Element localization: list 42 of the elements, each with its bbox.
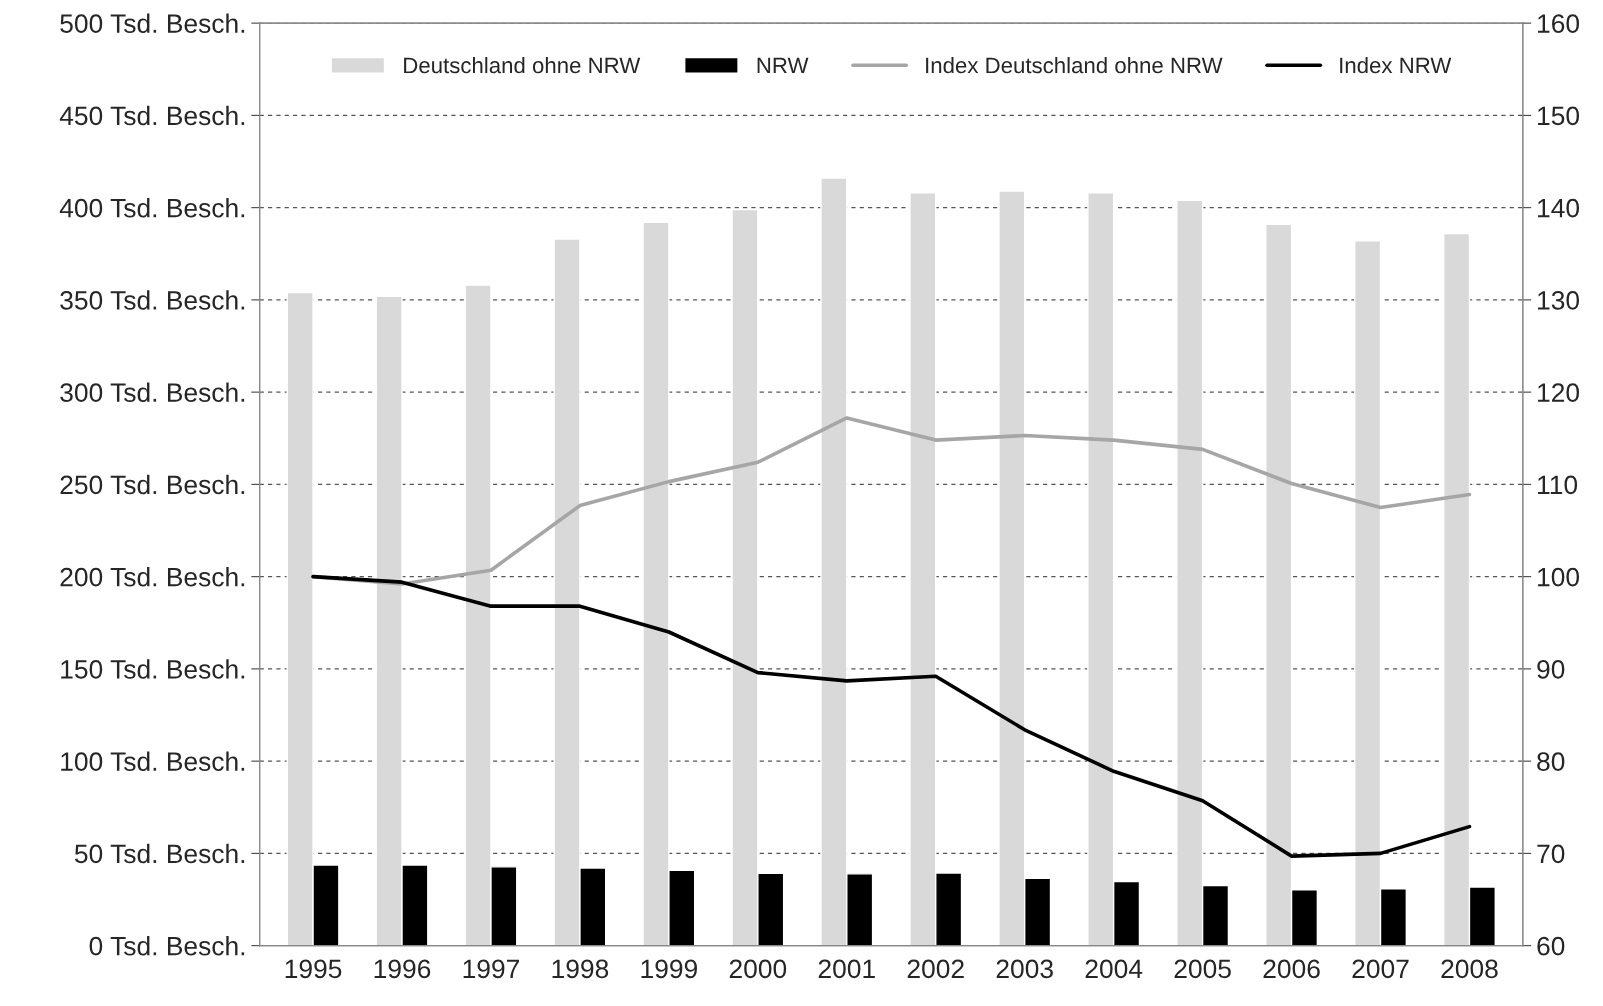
x-tick-label: 2002 (907, 959, 964, 979)
y-tick-label: 500 Tsd. Besch. (60, 13, 245, 33)
y2-tick-label: 150 (1538, 106, 1580, 126)
x-tick-label: 2005 (1174, 959, 1231, 979)
x-tick-label: 1996 (374, 959, 431, 979)
y2-tick-label: 70 (1537, 844, 1565, 864)
y2-tick-label: 120 (1538, 383, 1580, 402)
y2-tick-label: 100 (1538, 567, 1580, 587)
x-tick-label: 2004 (1085, 959, 1143, 979)
x-tick-label: 2003 (996, 959, 1053, 979)
x-tick-label: 2001 (818, 959, 875, 979)
line-series (311, 416, 1472, 586)
y2-tick-label: 130 (1538, 291, 1580, 310)
x-tick-label: 2007 (1352, 959, 1409, 979)
x-tick-label: 1999 (641, 959, 697, 979)
y2-tick-label: 140 (1538, 198, 1580, 218)
y2-tick-label: 110 (1538, 475, 1578, 495)
y2-tick-label: 60 (1537, 936, 1565, 956)
y2-tick-label: 80 (1537, 752, 1565, 771)
y-tick-label: 100 Tsd. Besch. (61, 751, 245, 771)
legend-label: Index NRW (1340, 56, 1452, 74)
y-tick-label: 50 Tsd. Besch. (74, 843, 245, 864)
x-tick-label: 2006 (1263, 959, 1320, 979)
y-tick-label: 300 Tsd. Besch. (60, 382, 245, 402)
y-tick-label: 200 Tsd. Besch. (60, 567, 245, 587)
y-tick-label: 350 Tsd. Besch. (60, 290, 245, 310)
y-tick-label: 0 Tsd. Besch. (89, 936, 245, 956)
x-tick-label: 1995 (285, 959, 342, 979)
legend-label: NRW (757, 57, 809, 74)
line-series (311, 574, 1472, 858)
y-tick-label: 450 Tsd. Besch. (59, 105, 245, 126)
x-tick-label: 1997 (463, 959, 519, 979)
x-tick-label: 2000 (729, 959, 787, 979)
x-tick-label: 1998 (552, 959, 609, 979)
x-tick-label: 2008 (1441, 959, 1498, 979)
legend-label: Deutschland ohne NRW (404, 56, 641, 74)
y-tick-label: 150 Tsd. Besch. (61, 659, 245, 679)
y2-tick-label: 90 (1537, 660, 1565, 679)
y2-tick-label: 160 (1538, 14, 1580, 33)
legend-label: Index Deutschland ohne NRW (926, 56, 1223, 74)
y-tick-label: 400 Tsd. Besch. (59, 198, 245, 218)
y-tick-label: 250 Tsd. Besch. (60, 474, 245, 495)
